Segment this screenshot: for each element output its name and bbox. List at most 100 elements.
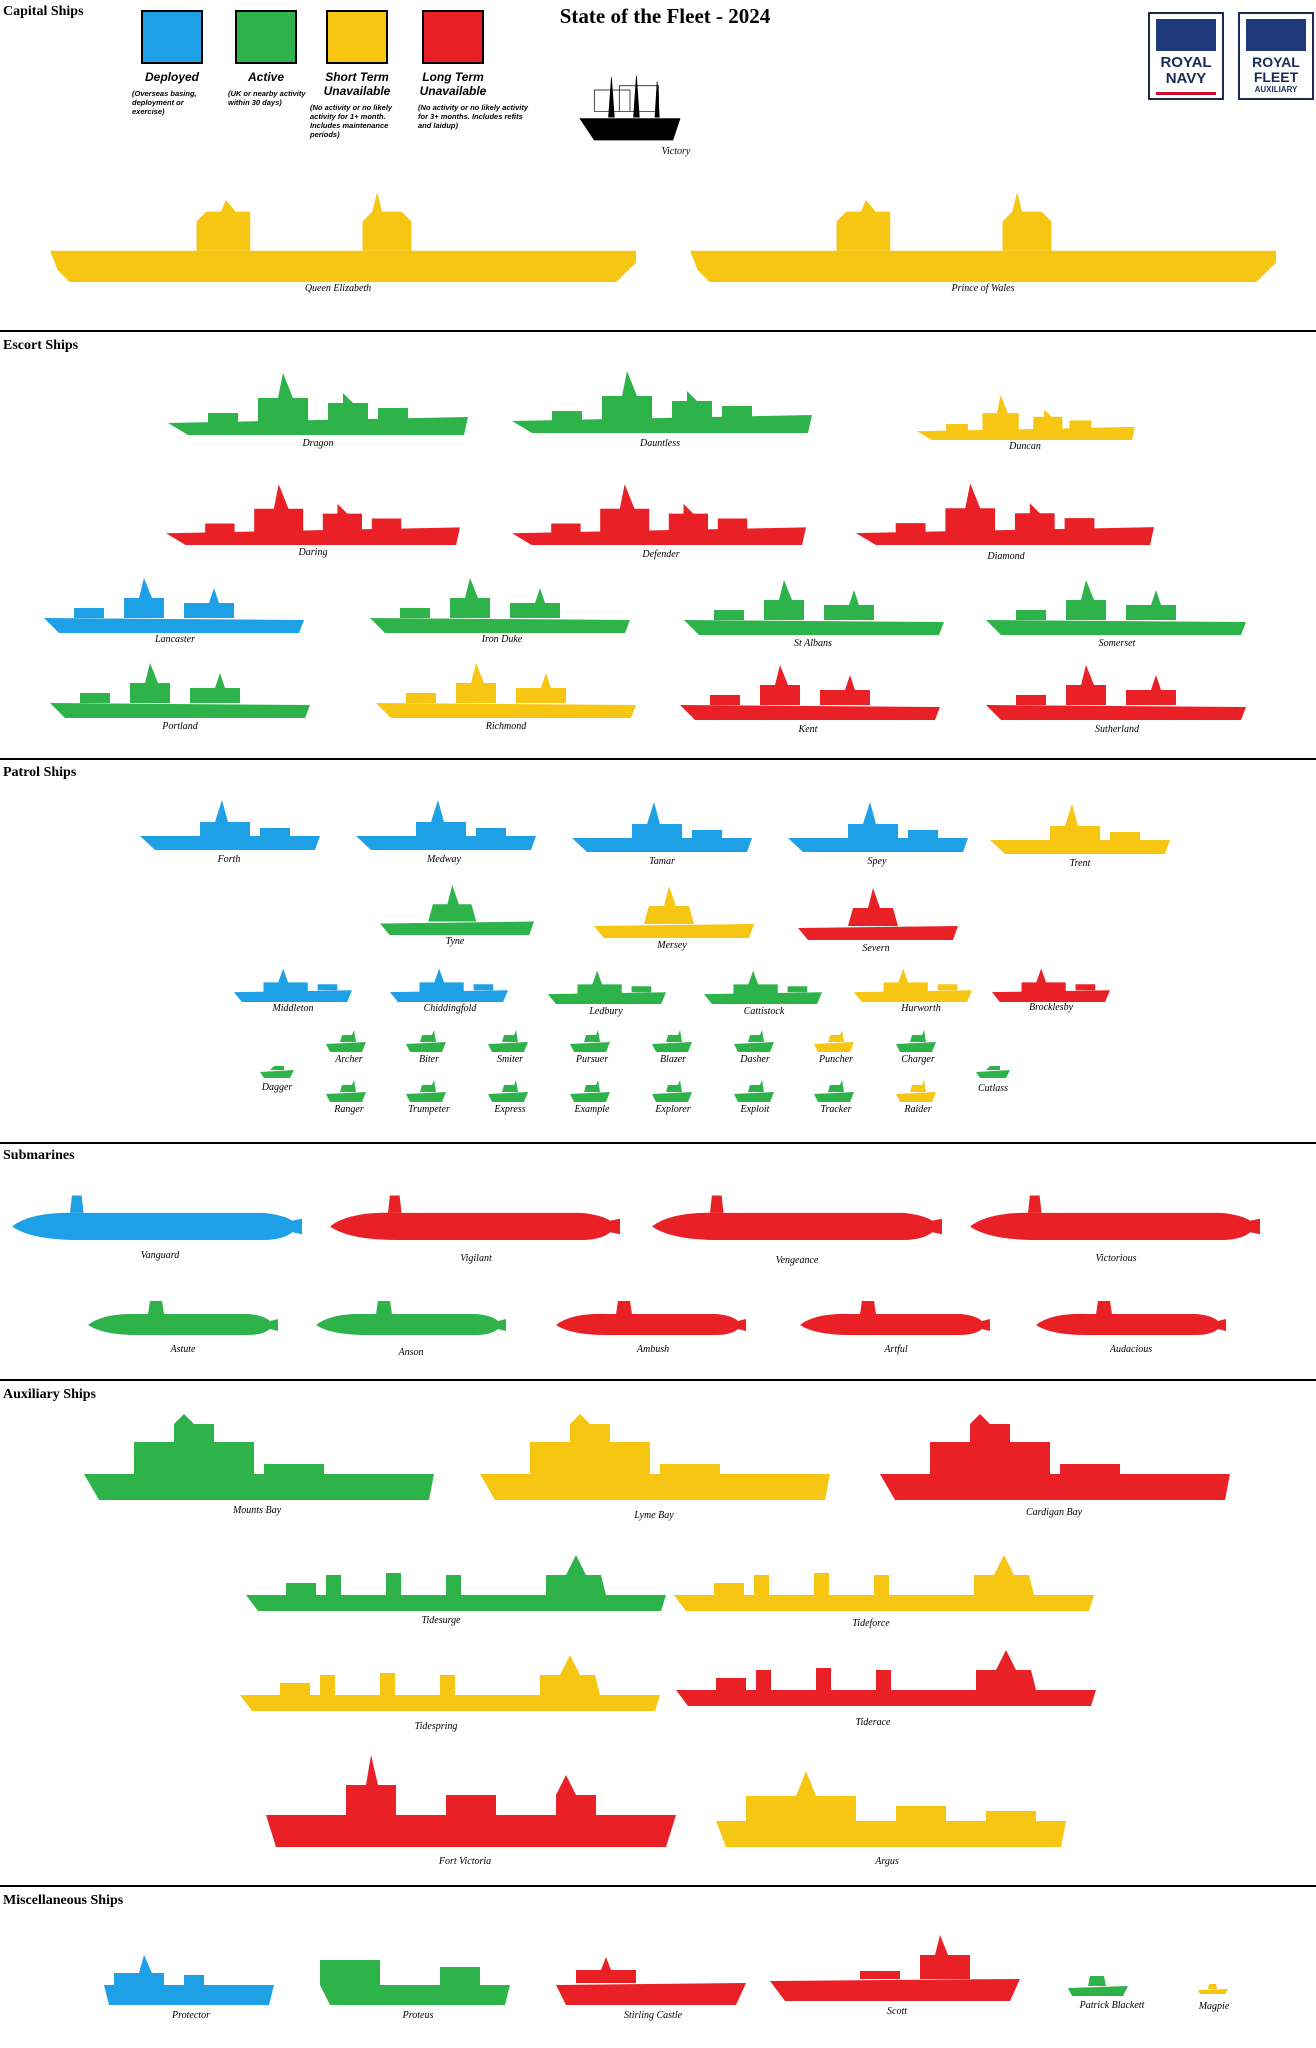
opv1-silhouette-icon <box>798 888 958 940</box>
frigate-silhouette-icon <box>44 578 304 633</box>
ship-label-portland: Portland <box>162 721 198 732</box>
ship-label-example: Example <box>574 1104 610 1115</box>
opv1-silhouette-icon <box>594 886 754 938</box>
ship-protector <box>104 1945 274 2005</box>
section-title-capital: Capital Ships <box>3 4 84 19</box>
ship-somerset <box>986 580 1246 635</box>
bay-silhouette-icon <box>84 1414 434 1500</box>
ship-victorious <box>970 1175 1260 1240</box>
ship-label-anson: Anson <box>398 1347 424 1358</box>
legend-swatch-long-term <box>422 10 484 64</box>
section-title-submarines: Submarines <box>3 1148 75 1163</box>
ship-patrick-blackett <box>1068 1972 1128 1996</box>
frigate-silhouette-icon <box>50 663 310 718</box>
ssn-silhouette-icon <box>316 1301 506 1335</box>
ship-label-diamond: Diamond <box>987 551 1025 562</box>
sail-silhouette-icon <box>579 75 681 141</box>
ship-label-fort-victoria: Fort Victoria <box>438 1856 492 1867</box>
ship-stirling-castle <box>556 1945 746 2005</box>
ship-label-tyne: Tyne <box>445 936 465 947</box>
ship-label-cattistock: Cattistock <box>743 1006 785 1017</box>
p2000-silhouette-icon <box>406 1080 446 1102</box>
ship-label-trumpeter: Trumpeter <box>408 1104 450 1115</box>
mcm-silhouette-icon <box>548 970 666 1004</box>
proteus-silhouette-icon <box>320 1960 510 2005</box>
ship-tidesurge <box>246 1545 666 1611</box>
legend-title-long-term: Long Term Unavailable <box>419 70 487 98</box>
ship-lancaster <box>44 578 304 633</box>
ship-smiter <box>488 1030 528 1052</box>
ship-dagger <box>260 1066 294 1078</box>
ship-hurworth <box>854 962 972 1002</box>
ship-middleton <box>234 962 352 1002</box>
ship-label-trent: Trent <box>1069 858 1091 869</box>
ship-label-forth: Forth <box>217 854 241 865</box>
ship-iron-duke <box>370 578 630 633</box>
ship-label-severn: Severn <box>862 943 890 954</box>
legend-title-short-term: Short Term Unavailable <box>323 70 391 98</box>
section-title-patrol: Patrol Ships <box>3 765 77 780</box>
ship-label-astute: Astute <box>170 1344 196 1355</box>
ship-cutlass <box>976 1066 1010 1078</box>
ship-severn <box>798 882 958 940</box>
ship-charger <box>896 1030 936 1052</box>
ship-astute <box>88 1290 278 1335</box>
ship-cattistock <box>704 962 822 1004</box>
tanker-silhouette-icon <box>246 1555 666 1611</box>
ship-label-archer: Archer <box>335 1054 363 1065</box>
page-title: State of the Fleet - 2024 <box>559 4 771 28</box>
ship-label-raider: Raider <box>904 1104 932 1115</box>
ship-label-vanguard: Vanguard <box>140 1250 180 1261</box>
ship-dragon <box>168 355 468 435</box>
ship-prince-of-wales <box>690 150 1276 282</box>
ship-label-vigilant: Vigilant <box>460 1253 492 1264</box>
ship-label-st-albans: St Albans <box>794 638 832 649</box>
section-title-misc: Miscellaneous Ships <box>3 1893 124 1908</box>
bay-silhouette-icon <box>880 1414 1230 1500</box>
ship-puncher <box>814 1030 854 1052</box>
ensign-flag-icon <box>1156 19 1216 51</box>
p2000-silhouette-icon <box>814 1080 854 1102</box>
legend-desc-deployed: (Overseas basing, deployment or exercise… <box>132 89 197 116</box>
opv-silhouette-icon <box>572 802 752 852</box>
ship-label-scott: Scott <box>887 2006 907 2017</box>
destroyer-silhouette-icon <box>166 484 460 545</box>
section-title-auxiliary: Auxiliary Ships <box>3 1387 96 1402</box>
ship-label-cutlass: Cutlass <box>977 1083 1009 1094</box>
ship-anson <box>316 1290 506 1335</box>
ship-mersey <box>594 880 754 938</box>
p2000-silhouette-icon <box>652 1080 692 1102</box>
ship-label-artful: Artful <box>884 1344 908 1355</box>
ship-lyme-bay <box>480 1410 830 1500</box>
tanker-silhouette-icon <box>674 1555 1094 1611</box>
ship-st-albans <box>684 580 944 635</box>
ssn-silhouette-icon <box>556 1301 746 1335</box>
p2000-silhouette-icon <box>326 1030 366 1052</box>
legend-desc-long-term: (No activity or no likely activity for 3… <box>418 103 529 130</box>
ship-medway <box>356 790 536 850</box>
p2000-silhouette-icon <box>896 1080 936 1102</box>
ship-tamar <box>572 790 752 852</box>
ship-label-lyme-bay: Lyme Bay <box>634 1510 674 1521</box>
ship-proteus <box>320 1945 510 2005</box>
ship-label-audacious: Audacious <box>1109 1344 1153 1355</box>
ship-pursuer <box>570 1030 610 1052</box>
mcm-silhouette-icon <box>234 968 352 1002</box>
p2000-silhouette-icon <box>896 1030 936 1052</box>
ship-label-chiddingfold: Chiddingfold <box>423 1003 477 1014</box>
ship-label-charger: Charger <box>901 1054 935 1065</box>
ship-label-medway: Medway <box>427 854 461 865</box>
ship-label-hurworth: Hurworth <box>901 1003 941 1014</box>
ship-label-tideforce: Tideforce <box>852 1618 890 1629</box>
boat-silhouette-icon <box>260 1066 294 1078</box>
p2000-silhouette-icon <box>406 1030 446 1052</box>
section-divider <box>0 1885 1316 1887</box>
ship-label-smiter: Smiter <box>496 1054 524 1065</box>
ship-label-tamar: Tamar <box>649 856 675 867</box>
opv-silhouette-icon <box>990 804 1170 854</box>
ship-label-magpie: Magpie <box>1198 2001 1230 2012</box>
destroyer-silhouette-icon <box>512 484 806 545</box>
ship-trumpeter <box>406 1080 446 1102</box>
ship-label-kent: Kent <box>798 724 818 735</box>
ship-label-vengeance: Vengeance <box>775 1255 819 1266</box>
